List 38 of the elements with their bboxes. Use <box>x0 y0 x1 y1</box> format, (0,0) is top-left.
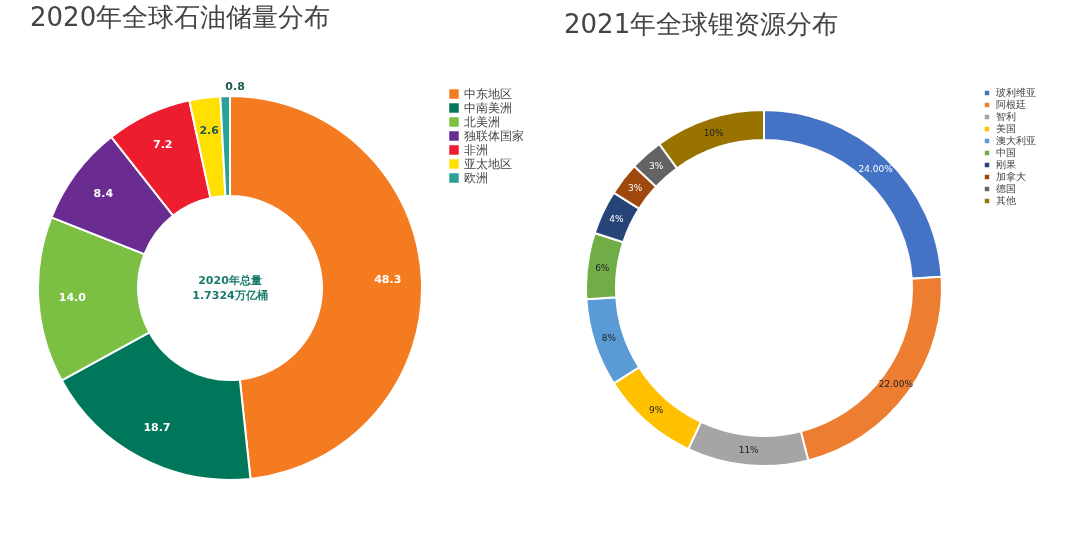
legend-label: 北美洲 <box>464 115 500 129</box>
data-label: 14.0 <box>58 290 87 304</box>
legend-label: 独联体国家 <box>464 129 524 143</box>
chart-title: 2020年全球石油储量分布 <box>30 2 331 33</box>
data-label: 3% <box>628 183 643 194</box>
legend-label: 玻利维亚 <box>996 87 1036 98</box>
data-label: 2.6 <box>199 124 220 138</box>
legend-label: 澳大利亚 <box>996 135 1036 146</box>
text: 2020年总量 <box>198 273 262 287</box>
legend-label: 中南美洲 <box>464 101 512 115</box>
legend-label: 阿根廷 <box>996 99 1026 110</box>
legend-label: 欧洲 <box>464 171 488 185</box>
legend-label: 中东地区 <box>464 87 512 101</box>
data-label: 6% <box>595 262 610 273</box>
legend-label: 非洲 <box>464 143 488 157</box>
legend-label: 其他 <box>996 195 1016 206</box>
legend-label: 中国 <box>996 147 1016 158</box>
text: 1.7324万亿桶 <box>192 288 268 302</box>
data-label: 48.3 <box>374 272 402 286</box>
data-label: 8.4 <box>93 186 114 200</box>
data-label: 10% <box>703 127 725 138</box>
data-label: 24.00% <box>858 164 894 175</box>
legend-label: 加拿大 <box>996 171 1026 182</box>
legend-label: 美国 <box>996 123 1016 134</box>
data-label: 3% <box>649 160 664 171</box>
data-label: 0.8 <box>225 80 245 94</box>
chart-title: 2021年全球锂资源分布 <box>564 9 839 39</box>
data-label: 8% <box>601 333 617 344</box>
data-label: 7.2 <box>152 138 173 152</box>
data-label: 9% <box>649 405 664 416</box>
legend-label: 亚太地区 <box>464 157 512 171</box>
data-label: 11% <box>738 445 760 456</box>
legend-label: 德国 <box>996 183 1016 194</box>
legend-label: 刚果 <box>996 159 1016 170</box>
data-label: 22.00% <box>878 378 914 389</box>
data-label: 4% <box>609 213 625 224</box>
legend-label: 智利 <box>996 111 1016 122</box>
data-label: 18.7 <box>143 421 171 435</box>
